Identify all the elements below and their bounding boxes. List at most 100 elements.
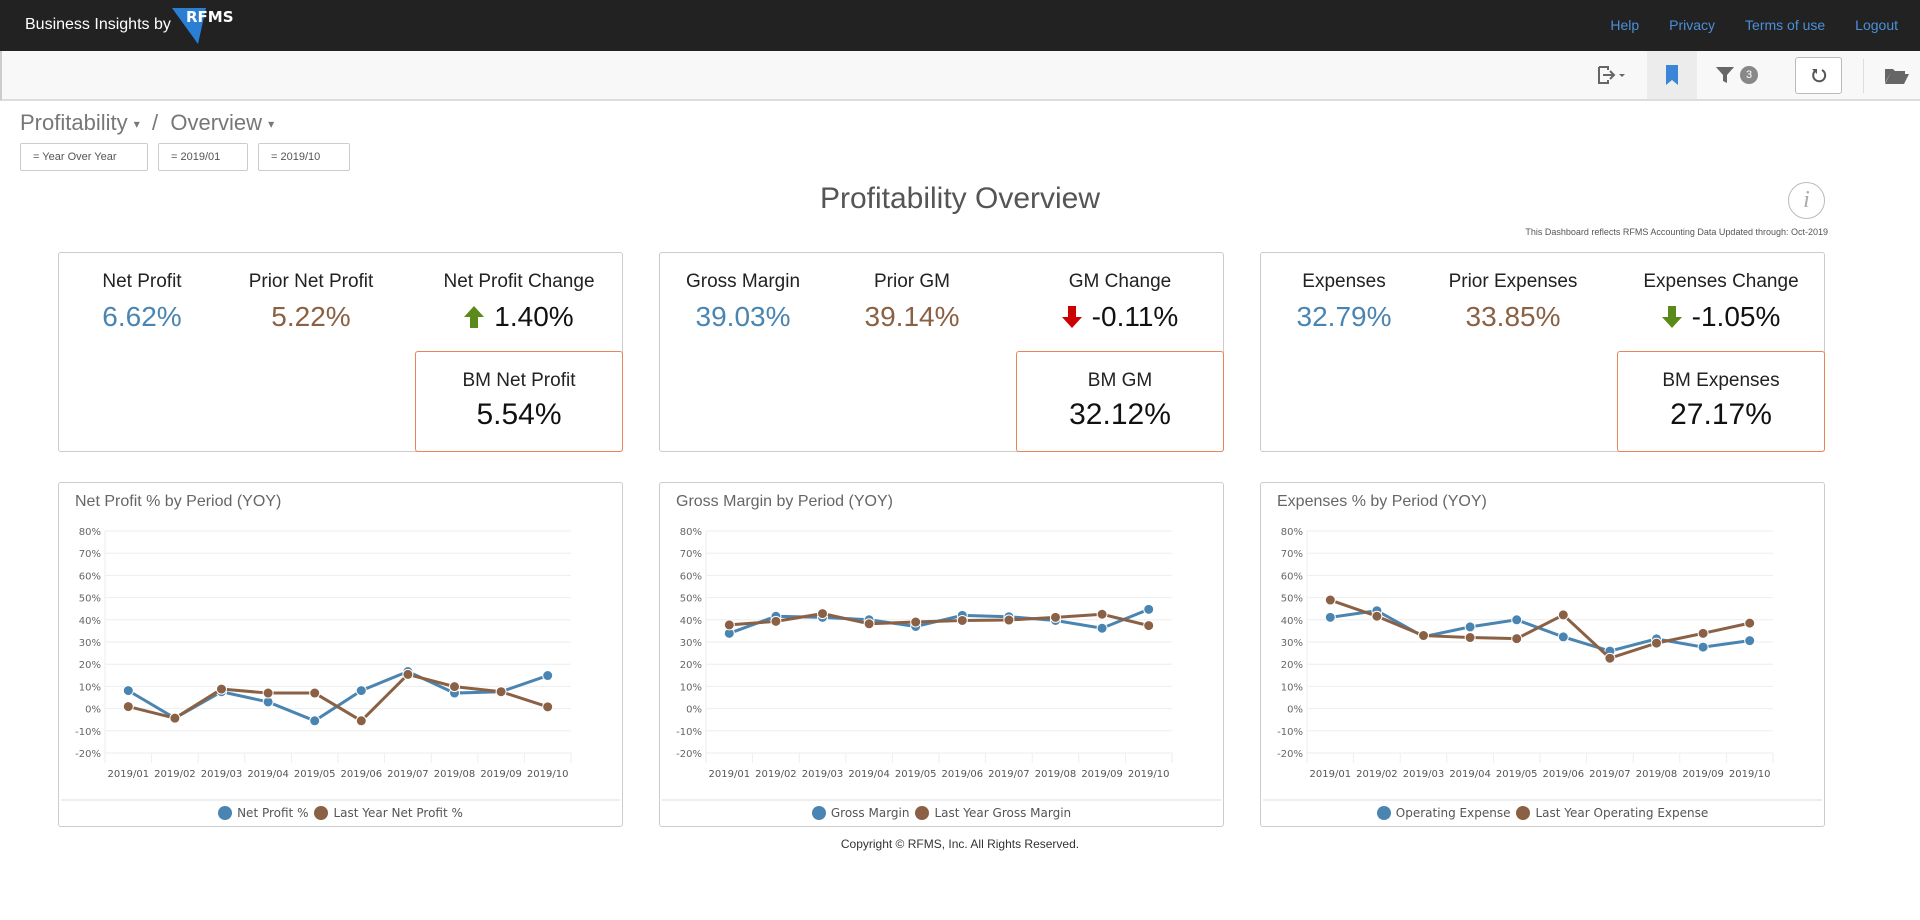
data-point[interactable] (1143, 620, 1155, 632)
breadcrumb-separator: / (151, 110, 159, 135)
data-point[interactable] (169, 712, 181, 724)
breadcrumb-profitability[interactable]: Profitability ▾ (20, 110, 140, 135)
terms-link[interactable]: Terms of use (1745, 17, 1826, 33)
caret-down-icon: ▾ (133, 117, 140, 132)
x-tick-label: 2019/04 (247, 769, 289, 780)
legend-item[interactable]: Last Year Gross Margin (915, 806, 1071, 820)
legend-item[interactable]: Last Year Operating Expense (1516, 806, 1708, 820)
y-tick-label: 0% (686, 705, 702, 716)
data-point[interactable] (309, 715, 321, 727)
data-point[interactable] (122, 685, 134, 697)
kpi-benchmark: BM Expenses 27.17% (1617, 351, 1825, 452)
folder-button[interactable] (1877, 51, 1917, 99)
data-point[interactable] (1744, 617, 1756, 629)
y-tick-label: 80% (1281, 527, 1303, 538)
legend-item[interactable]: Operating Expense (1376, 806, 1510, 820)
data-point[interactable] (355, 715, 367, 727)
kpi-current: Expenses 32.79% (1244, 271, 1444, 333)
series-line-1 (1329, 598, 1751, 660)
legend-label: Last Year Operating Expense (1535, 806, 1709, 820)
filter-button[interactable]: 3 (1707, 51, 1767, 99)
export-button[interactable] (1587, 51, 1637, 99)
data-point[interactable] (449, 681, 460, 693)
top-navbar: Business Insights by RFMS Help Privacy T… (0, 0, 1920, 51)
data-point[interactable] (1324, 594, 1336, 606)
data-point[interactable] (817, 608, 828, 620)
data-point[interactable] (1511, 633, 1523, 645)
data-point[interactable] (1371, 610, 1383, 622)
data-point[interactable] (1557, 631, 1569, 643)
kpi-label: Expenses (1302, 271, 1386, 292)
folder-icon (1885, 69, 1909, 84)
data-point[interactable] (542, 670, 554, 682)
legend-dot-icon (1516, 806, 1531, 820)
legend-item[interactable]: Net Profit % (218, 806, 308, 820)
refresh-button[interactable] (1795, 57, 1842, 94)
data-point[interactable] (262, 687, 274, 699)
data-point[interactable] (216, 683, 227, 695)
data-point[interactable] (910, 616, 922, 628)
privacy-link[interactable]: Privacy (1669, 17, 1716, 33)
info-icon[interactable]: i (1788, 182, 1825, 219)
bookmark-button[interactable] (1647, 51, 1697, 99)
kpi-value: -1.05% (1691, 301, 1781, 332)
kpi-label: GM Change (1068, 271, 1172, 292)
data-point[interactable] (402, 668, 414, 680)
legend-item[interactable]: Last Year Net Profit % (314, 806, 463, 820)
y-tick-label: 30% (1281, 638, 1303, 649)
x-tick-label: 2019/07 (387, 769, 429, 780)
data-point[interactable] (542, 701, 554, 713)
kpi-value: 32.12% (1069, 398, 1171, 431)
y-tick-label: 10% (1281, 682, 1303, 693)
data-point[interactable] (1697, 627, 1709, 639)
data-point[interactable] (863, 618, 875, 630)
kpi-value: 6.62% (102, 301, 182, 332)
data-point[interactable] (1050, 611, 1061, 623)
data-point[interactable] (1418, 630, 1429, 642)
data-point[interactable] (723, 619, 735, 631)
arrow-up-icon (464, 306, 485, 328)
rfms-logo[interactable]: RFMS (172, 6, 252, 46)
legend-item[interactable]: Gross Margin (811, 806, 909, 820)
data-point[interactable] (122, 701, 134, 713)
caret-down-icon: ▾ (268, 117, 275, 132)
kpi-value: 5.22% (271, 301, 351, 332)
data-point[interactable] (495, 686, 507, 698)
data-point[interactable] (1651, 637, 1662, 649)
data-point[interactable] (1604, 652, 1616, 664)
chart-title: Net Profit % by Period (YOY) (75, 493, 282, 510)
data-point[interactable] (309, 687, 321, 699)
logout-link[interactable]: Logout (1855, 17, 1898, 33)
help-link[interactable]: Help (1610, 17, 1640, 33)
y-tick-label: 50% (79, 594, 101, 605)
data-point[interactable] (956, 614, 968, 626)
data-point[interactable] (1464, 621, 1476, 633)
chart-title: Gross Margin by Period (YOY) (676, 493, 893, 510)
data-updated-note: This Dashboard reflects RFMS Accounting … (1525, 227, 1828, 237)
kpi-label: Net Profit Change (443, 271, 595, 292)
y-tick-label: 30% (680, 638, 702, 649)
filter-chip-end[interactable]: = 2019/10 (258, 143, 350, 171)
data-point[interactable] (1557, 609, 1569, 621)
data-point[interactable] (1744, 635, 1756, 647)
filter-chip-comparison[interactable]: = Year Over Year (20, 143, 148, 171)
kpi-label: Prior GM (874, 271, 950, 292)
breadcrumb-overview[interactable]: Overview ▾ (170, 110, 274, 135)
data-point[interactable] (355, 685, 367, 697)
y-tick-label: 80% (680, 527, 702, 538)
filter-chip-start[interactable]: = 2019/01 (158, 143, 248, 171)
legend-dot-icon (1376, 806, 1391, 820)
data-point[interactable] (1143, 603, 1155, 615)
data-point[interactable] (1511, 614, 1523, 626)
x-tick-label: 2019/08 (1035, 769, 1077, 780)
data-point[interactable] (1096, 622, 1108, 634)
data-point[interactable] (1096, 608, 1108, 620)
y-tick-label: -10% (75, 727, 101, 738)
x-tick-label: 2019/07 (988, 769, 1030, 780)
data-point[interactable] (770, 615, 782, 627)
data-point[interactable] (1464, 632, 1476, 644)
data-point[interactable] (1003, 614, 1015, 626)
data-point[interactable] (1324, 611, 1336, 623)
data-point[interactable] (1697, 641, 1709, 653)
y-tick-label: -20% (1277, 749, 1303, 760)
